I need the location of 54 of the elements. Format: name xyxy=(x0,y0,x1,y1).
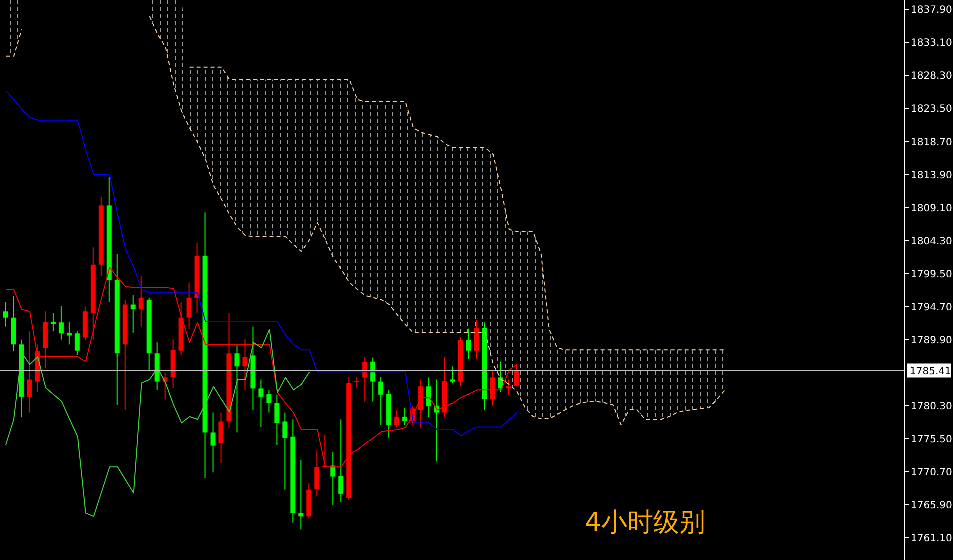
y-tick-label: 1828.30 xyxy=(911,71,952,82)
line-series xyxy=(5,90,518,437)
candlestick xyxy=(426,377,432,418)
candlestick xyxy=(266,390,272,414)
y-tick-label: 1837.90 xyxy=(911,5,952,16)
candlestick xyxy=(242,338,248,391)
y-tick-label: 1775.50 xyxy=(911,434,952,446)
candlestick xyxy=(210,412,216,474)
candlestick xyxy=(234,344,240,434)
candlestick xyxy=(138,276,144,328)
candlestick xyxy=(66,321,72,346)
y-tick-label: 1804.30 xyxy=(911,236,952,248)
candlestick xyxy=(450,366,456,384)
y-tick-label: 1794.70 xyxy=(911,302,952,314)
candlestick xyxy=(258,379,264,428)
ref-line-label: 1785.41 xyxy=(910,366,952,378)
y-tick-label: 1818.70 xyxy=(911,137,952,148)
y-tick-label: 1761.10 xyxy=(911,534,952,545)
candlestick xyxy=(506,379,512,396)
y-tick-label: 1789.90 xyxy=(911,335,952,346)
annotation: 4小时级别 xyxy=(585,507,706,540)
y-tick-label: 1799.50 xyxy=(911,269,952,280)
candlestick xyxy=(474,319,480,360)
candlestick xyxy=(330,451,336,506)
candlestick xyxy=(314,450,320,498)
y-tick-label: 1833.10 xyxy=(911,38,952,50)
candlestick xyxy=(378,376,384,426)
candlestick xyxy=(402,407,408,426)
candlestick xyxy=(26,331,32,414)
candlestick xyxy=(274,394,280,446)
candlestick xyxy=(338,419,344,503)
candlestick xyxy=(130,294,136,334)
candlestick xyxy=(394,410,400,428)
candlestick xyxy=(3,302,8,328)
y-tick-label: 1770.70 xyxy=(911,467,952,478)
candlestick xyxy=(490,370,496,408)
candlestick xyxy=(74,331,80,356)
candlestick xyxy=(354,376,360,389)
candlestick xyxy=(418,379,424,428)
candlestick xyxy=(466,328,472,360)
y-tick-label: 1823.50 xyxy=(911,104,952,116)
candlestick xyxy=(298,460,304,530)
y-tick-label: 1780.30 xyxy=(911,401,952,412)
candlestick xyxy=(282,412,288,490)
candlestick xyxy=(370,357,376,402)
y-tick-label: 1809.10 xyxy=(911,203,952,214)
candlestick xyxy=(186,282,192,330)
y-tick-label: 1813.90 xyxy=(911,170,952,182)
line-series xyxy=(189,66,726,351)
line-series xyxy=(5,329,310,518)
candlestick xyxy=(50,312,56,332)
candlestick xyxy=(58,306,64,340)
y-tick-label: 1765.90 xyxy=(911,500,952,512)
candlestick xyxy=(218,412,224,464)
